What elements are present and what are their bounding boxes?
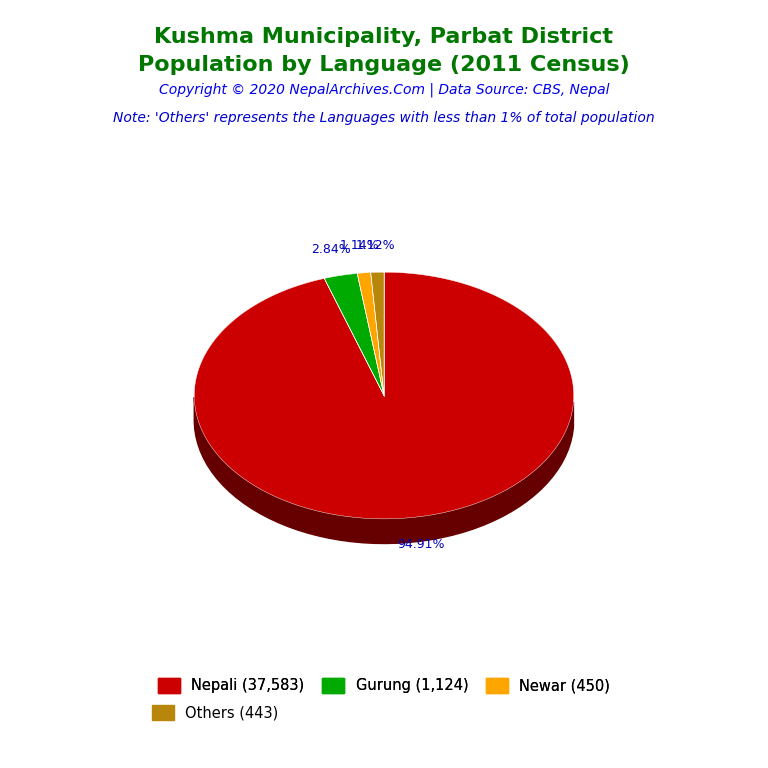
Polygon shape <box>371 272 384 396</box>
Text: Population by Language (2011 Census): Population by Language (2011 Census) <box>138 55 630 75</box>
Text: 1.12%: 1.12% <box>356 239 396 252</box>
Text: Copyright © 2020 NepalArchives.Com | Data Source: CBS, Nepal: Copyright © 2020 NepalArchives.Com | Dat… <box>159 83 609 98</box>
Text: Note: 'Others' represents the Languages with less than 1% of total population: Note: 'Others' represents the Languages … <box>113 111 655 125</box>
Legend: Nepali (37,583), Gurung (1,124), Newar (450): Nepali (37,583), Gurung (1,124), Newar (… <box>152 672 616 700</box>
Polygon shape <box>324 273 384 396</box>
Text: 1.14%: 1.14% <box>339 240 379 253</box>
Text: 94.91%: 94.91% <box>397 538 445 551</box>
Legend: Others (443): Others (443) <box>146 699 284 727</box>
Polygon shape <box>357 273 384 396</box>
Polygon shape <box>194 397 574 544</box>
Text: 2.84%: 2.84% <box>311 243 351 256</box>
Text: Kushma Municipality, Parbat District: Kushma Municipality, Parbat District <box>154 27 614 47</box>
Polygon shape <box>194 272 574 519</box>
